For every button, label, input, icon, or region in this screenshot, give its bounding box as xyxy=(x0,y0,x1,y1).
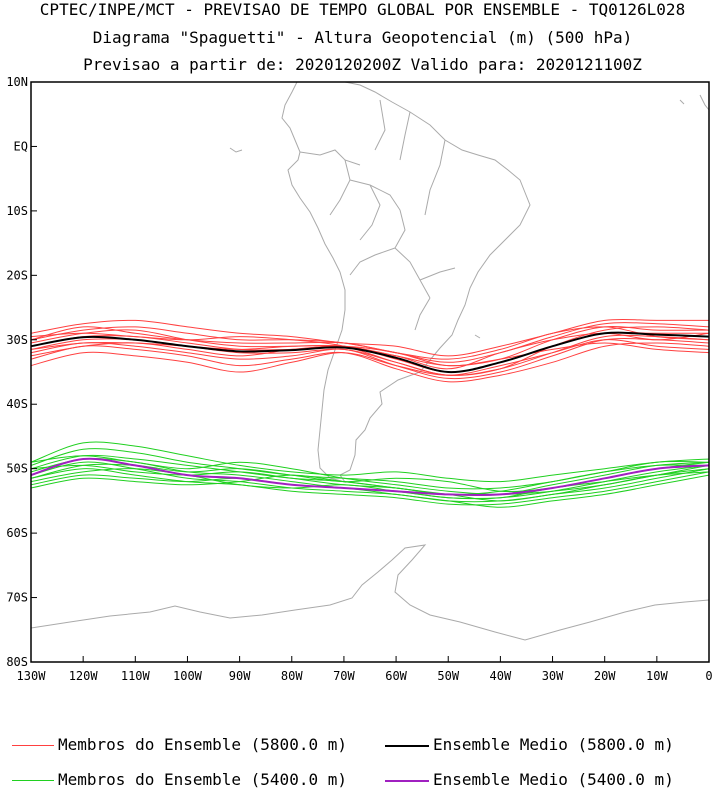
member-5400-line-1 xyxy=(31,441,709,483)
legend-label-members-5800: Membros do Ensemble (5800.0 m) xyxy=(58,735,347,754)
y-tick-label: 60S xyxy=(6,526,28,540)
x-tick-label: 40W xyxy=(490,669,512,683)
legend-label-mean-5800: Ensemble Medio (5800.0 m) xyxy=(433,735,674,754)
x-tick-label: 130W xyxy=(17,669,47,683)
member-5800-line-1 xyxy=(31,318,709,357)
chart-title-line-3: Previsao a partir de: 2020120200Z Valido… xyxy=(83,55,642,74)
x-tick-label: 0 xyxy=(705,669,712,683)
legend-label-mean-5400: Ensemble Medio (5400.0 m) xyxy=(433,770,674,789)
y-tick-label: 40S xyxy=(6,397,28,411)
legend-swatch-members-5400 xyxy=(12,780,54,781)
x-tick-label: 50W xyxy=(437,669,459,683)
y-tick-label: EQ xyxy=(14,139,28,153)
legend-swatch-mean-5400 xyxy=(385,780,429,782)
member-5400-line-11 xyxy=(31,464,709,496)
y-axis: 10N EQ 10S 20S 30S 40S 50S 60S 70S 80S xyxy=(6,75,37,669)
member-5800-line-7 xyxy=(31,342,709,383)
legend-swatch-mean-5800 xyxy=(385,745,429,747)
x-tick-label: 80W xyxy=(281,669,303,683)
x-tick-label: 70W xyxy=(333,669,355,683)
y-tick-label: 80S xyxy=(6,655,28,669)
chart-title-line-2: Diagrama "Spaguetti" - Altura Geopotenci… xyxy=(92,28,633,47)
islands xyxy=(229,94,709,339)
y-tick-label: 50S xyxy=(6,462,28,476)
country-borders xyxy=(299,99,456,331)
y-tick-label: 10N xyxy=(6,75,28,89)
ensemble-mean-5400-line xyxy=(31,457,709,497)
y-tick-label: 20S xyxy=(6,268,28,282)
spaghetti-chart: 130W 120W 110W 100W 90W 80W 70W 60W 50W 40W 30W 20W… xyxy=(6,75,713,683)
legend-swatch-members-5800 xyxy=(12,745,54,746)
legend-label-members-5400: Membros do Ensemble (5400.0 m) xyxy=(58,770,347,789)
coastline-map xyxy=(31,82,709,641)
y-tick-label: 70S xyxy=(6,591,28,605)
member-5400-line-12 xyxy=(31,468,709,500)
x-tick-label: 100W xyxy=(173,669,203,683)
members-5800-group xyxy=(31,318,709,383)
ensemble-mean-5800-line xyxy=(31,331,709,374)
member-5800-line-8 xyxy=(31,339,709,376)
member-5400-line-9 xyxy=(31,455,709,495)
plot-frame xyxy=(30,81,710,663)
member-5400-line-6 xyxy=(31,468,709,506)
chart-title-line-1: CPTEC/INPE/MCT - PREVISAO DE TEMPO GLOBA… xyxy=(39,0,686,19)
member-5400-line-8 xyxy=(31,468,709,502)
x-tick-label: 20W xyxy=(594,669,616,683)
ensemble-mean-group xyxy=(31,331,709,497)
x-tick-label: 120W xyxy=(69,669,99,683)
member-5400-line-7 xyxy=(31,474,709,508)
x-tick-label: 110W xyxy=(121,669,151,683)
x-axis: 130W 120W 110W 100W 90W 80W 70W 60W 50W 40W 30W 20W… xyxy=(17,656,713,683)
x-tick-label: 30W xyxy=(542,669,564,683)
antarctica-coastline xyxy=(31,544,709,641)
x-tick-label: 10W xyxy=(646,669,668,683)
south-america-coastline xyxy=(281,82,531,483)
member-5800-line-10 xyxy=(31,326,709,376)
plot-background xyxy=(31,82,709,662)
y-tick-label: 30S xyxy=(6,333,28,347)
member-5800-line-9 xyxy=(31,326,709,360)
x-tick-label: 60W xyxy=(385,669,407,683)
x-tick-label: 90W xyxy=(229,669,251,683)
y-tick-label: 10S xyxy=(6,204,28,218)
